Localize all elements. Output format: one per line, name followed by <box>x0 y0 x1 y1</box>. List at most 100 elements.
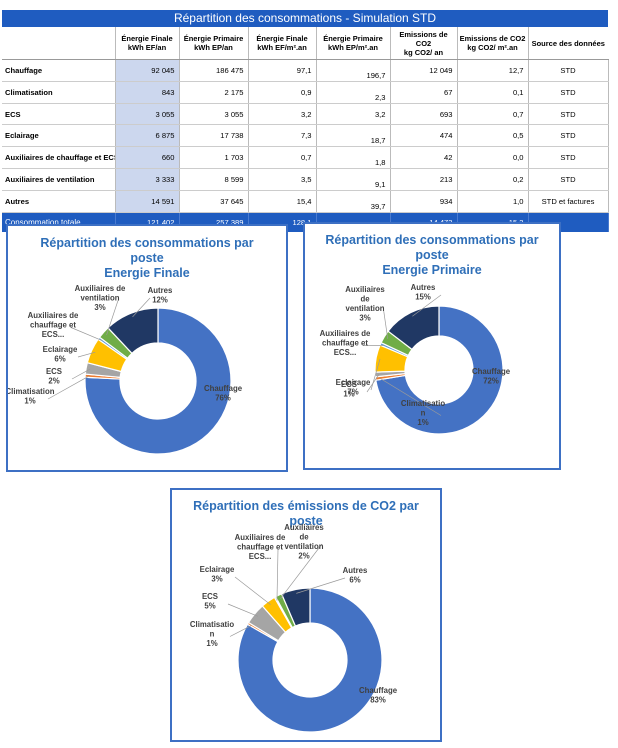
table-cell: 3 333 <box>115 168 180 191</box>
table-cell: 0,7 <box>248 146 317 169</box>
column-header-line: kWh EF/an <box>127 43 167 52</box>
data-label-line: chauffage et <box>237 543 283 552</box>
data-label: ECS 5% <box>202 592 218 611</box>
data-label-line: 1% <box>417 418 428 427</box>
data-label-line: Climatisatio <box>401 399 445 408</box>
data-label: Chauffage 83% <box>359 686 398 705</box>
data-label-line: n <box>210 630 215 639</box>
data-label-line: 3% <box>94 303 105 312</box>
column-header: Emissions de CO2 kg CO2/ m².an <box>457 27 529 60</box>
column-header-line: Source des données <box>531 38 605 48</box>
leader-line <box>70 327 103 341</box>
table-row: Auxiliaires de chauffage et ECS 660 1 703 0… <box>2 146 609 169</box>
data-label-line: 1% <box>206 639 217 648</box>
data-label: Autres 15% <box>411 283 436 302</box>
table-cell: 2 175 <box>179 81 249 104</box>
slice-autres <box>387 305 440 351</box>
table-cell: 1,8 <box>316 146 391 169</box>
leader-line <box>382 305 389 339</box>
data-label-line: Eclairage <box>336 378 371 387</box>
data-label-line: ECS... <box>334 348 357 357</box>
table-cell: 186 475 <box>179 59 249 82</box>
column-header: Énergie Finale kWh EF/an <box>115 27 180 60</box>
data-label-line: Auxiliaires de <box>28 311 79 320</box>
data-label-line: Chauffage <box>204 384 243 393</box>
data-label-line: 76% <box>215 394 231 403</box>
chart-title: Répartition des consommations par poste … <box>8 236 286 281</box>
slice-chauffage <box>375 305 504 435</box>
data-label-line: Chauffage <box>359 686 398 695</box>
data-label-line: 6% <box>349 576 360 585</box>
column-header: Énergie Primaire kWh EP/m².an <box>316 27 391 60</box>
table-cell: 3,2 <box>316 103 391 125</box>
column-header-line: kg CO2/ m².an <box>467 43 518 52</box>
donut-chart-energie-finale: Chauffage 76%Climatisation 1%ECS 2%Eclairag… <box>8 284 243 455</box>
data-label-line: chauffage et <box>322 339 368 348</box>
leader-line <box>370 358 381 391</box>
table-cell: 0,1 <box>457 81 529 104</box>
chart-title-line: Energie Primaire <box>382 263 482 277</box>
column-header: Emissions de CO2 kg CO2/ an <box>390 27 458 60</box>
data-label: Eclairage 7% <box>336 378 371 397</box>
table-cell: STD <box>528 103 609 125</box>
table-cell: 1 703 <box>179 146 249 169</box>
row-label: Chauffage <box>2 59 116 82</box>
data-label-line: 6% <box>54 355 65 364</box>
column-header: Énergie Finale kWh EF/m².an <box>248 27 317 60</box>
table-cell: 17 738 <box>179 124 249 147</box>
data-label-line: Eclairage <box>200 565 235 574</box>
table-row: Autres 14 591 37 645 15,4 39,7 934 1,0 STD et f… <box>2 190 609 213</box>
table-cell: 196,7 <box>316 59 391 82</box>
table-row: Auxiliaires de ventilation 3 333 8 599 3,5 9… <box>2 168 609 191</box>
column-header: Énergie Primaire kWh EP/an <box>179 27 249 60</box>
data-label-line: 2% <box>298 552 309 561</box>
data-label-line: 72% <box>483 377 499 386</box>
table-cell: 0,5 <box>457 124 529 147</box>
data-label-line: ECS... <box>42 330 65 339</box>
data-label: Auxiliaires de chauffage et ECS... <box>235 533 286 561</box>
data-label-line: Autres <box>411 283 436 292</box>
table-cell: 7,3 <box>248 124 317 147</box>
leader-line <box>77 351 96 358</box>
leader-line <box>71 368 91 380</box>
data-label: ECS 1% <box>341 380 357 399</box>
data-label-line: 2% <box>48 377 59 386</box>
table-cell: 660 <box>115 146 180 169</box>
table-cell: STD <box>528 59 609 82</box>
leader-line <box>229 625 252 637</box>
table-title: Répartition des consommations - Simulati… <box>2 10 608 27</box>
leader-line <box>227 603 259 617</box>
donut-chart-emissions-co2: Chauffage 83% Climatisatio n 1% ECS 5% Eclairag… <box>190 523 398 733</box>
table-cell: 8 599 <box>179 168 249 191</box>
table-cell: 2,3 <box>316 81 391 104</box>
table-cell: 9,1 <box>316 168 391 191</box>
table-cell: 0,2 <box>457 168 529 191</box>
column-header-line: Emissions de CO2 <box>459 34 526 43</box>
table-row: Eclairage 6 875 17 738 7,3 18,7 474 0,5 STD <box>2 124 609 147</box>
data-label-line: 83% <box>370 696 386 705</box>
table-cell: STD <box>528 168 609 191</box>
data-label: Autres 6% <box>343 566 368 585</box>
data-label-line: chauffage et <box>30 321 76 330</box>
data-label-line: de <box>360 295 370 304</box>
data-label-line: ECS <box>341 380 357 389</box>
chart-title-line: poste <box>130 251 164 265</box>
table-cell: 0,0 <box>457 146 529 169</box>
data-label-line: ventilation <box>81 294 120 303</box>
table-cell: 3 055 <box>115 103 180 125</box>
data-label-line: 5% <box>204 602 215 611</box>
table-cell: 0,9 <box>248 81 317 104</box>
chart-title-line: poste <box>415 248 449 262</box>
data-table: Énergie Finale kWh EF/an Énergie Primaire k… <box>2 27 609 232</box>
table-body: Chauffage 92 045 186 475 97,1 196,7 12 049 12,… <box>2 59 609 232</box>
column-header-line: kg CO2/ an <box>403 47 444 57</box>
column-header-line: Énergie Primaire <box>183 34 244 43</box>
data-label-line: 3% <box>359 314 370 323</box>
slice-autres <box>107 307 159 355</box>
leader-line <box>276 549 279 601</box>
table-cell: 934 <box>390 190 458 213</box>
consumption-table: Répartition des consommations - Simulati… <box>2 10 609 232</box>
data-label-line: Auxiliaires <box>345 285 385 294</box>
data-label-line: Autres <box>343 566 368 575</box>
